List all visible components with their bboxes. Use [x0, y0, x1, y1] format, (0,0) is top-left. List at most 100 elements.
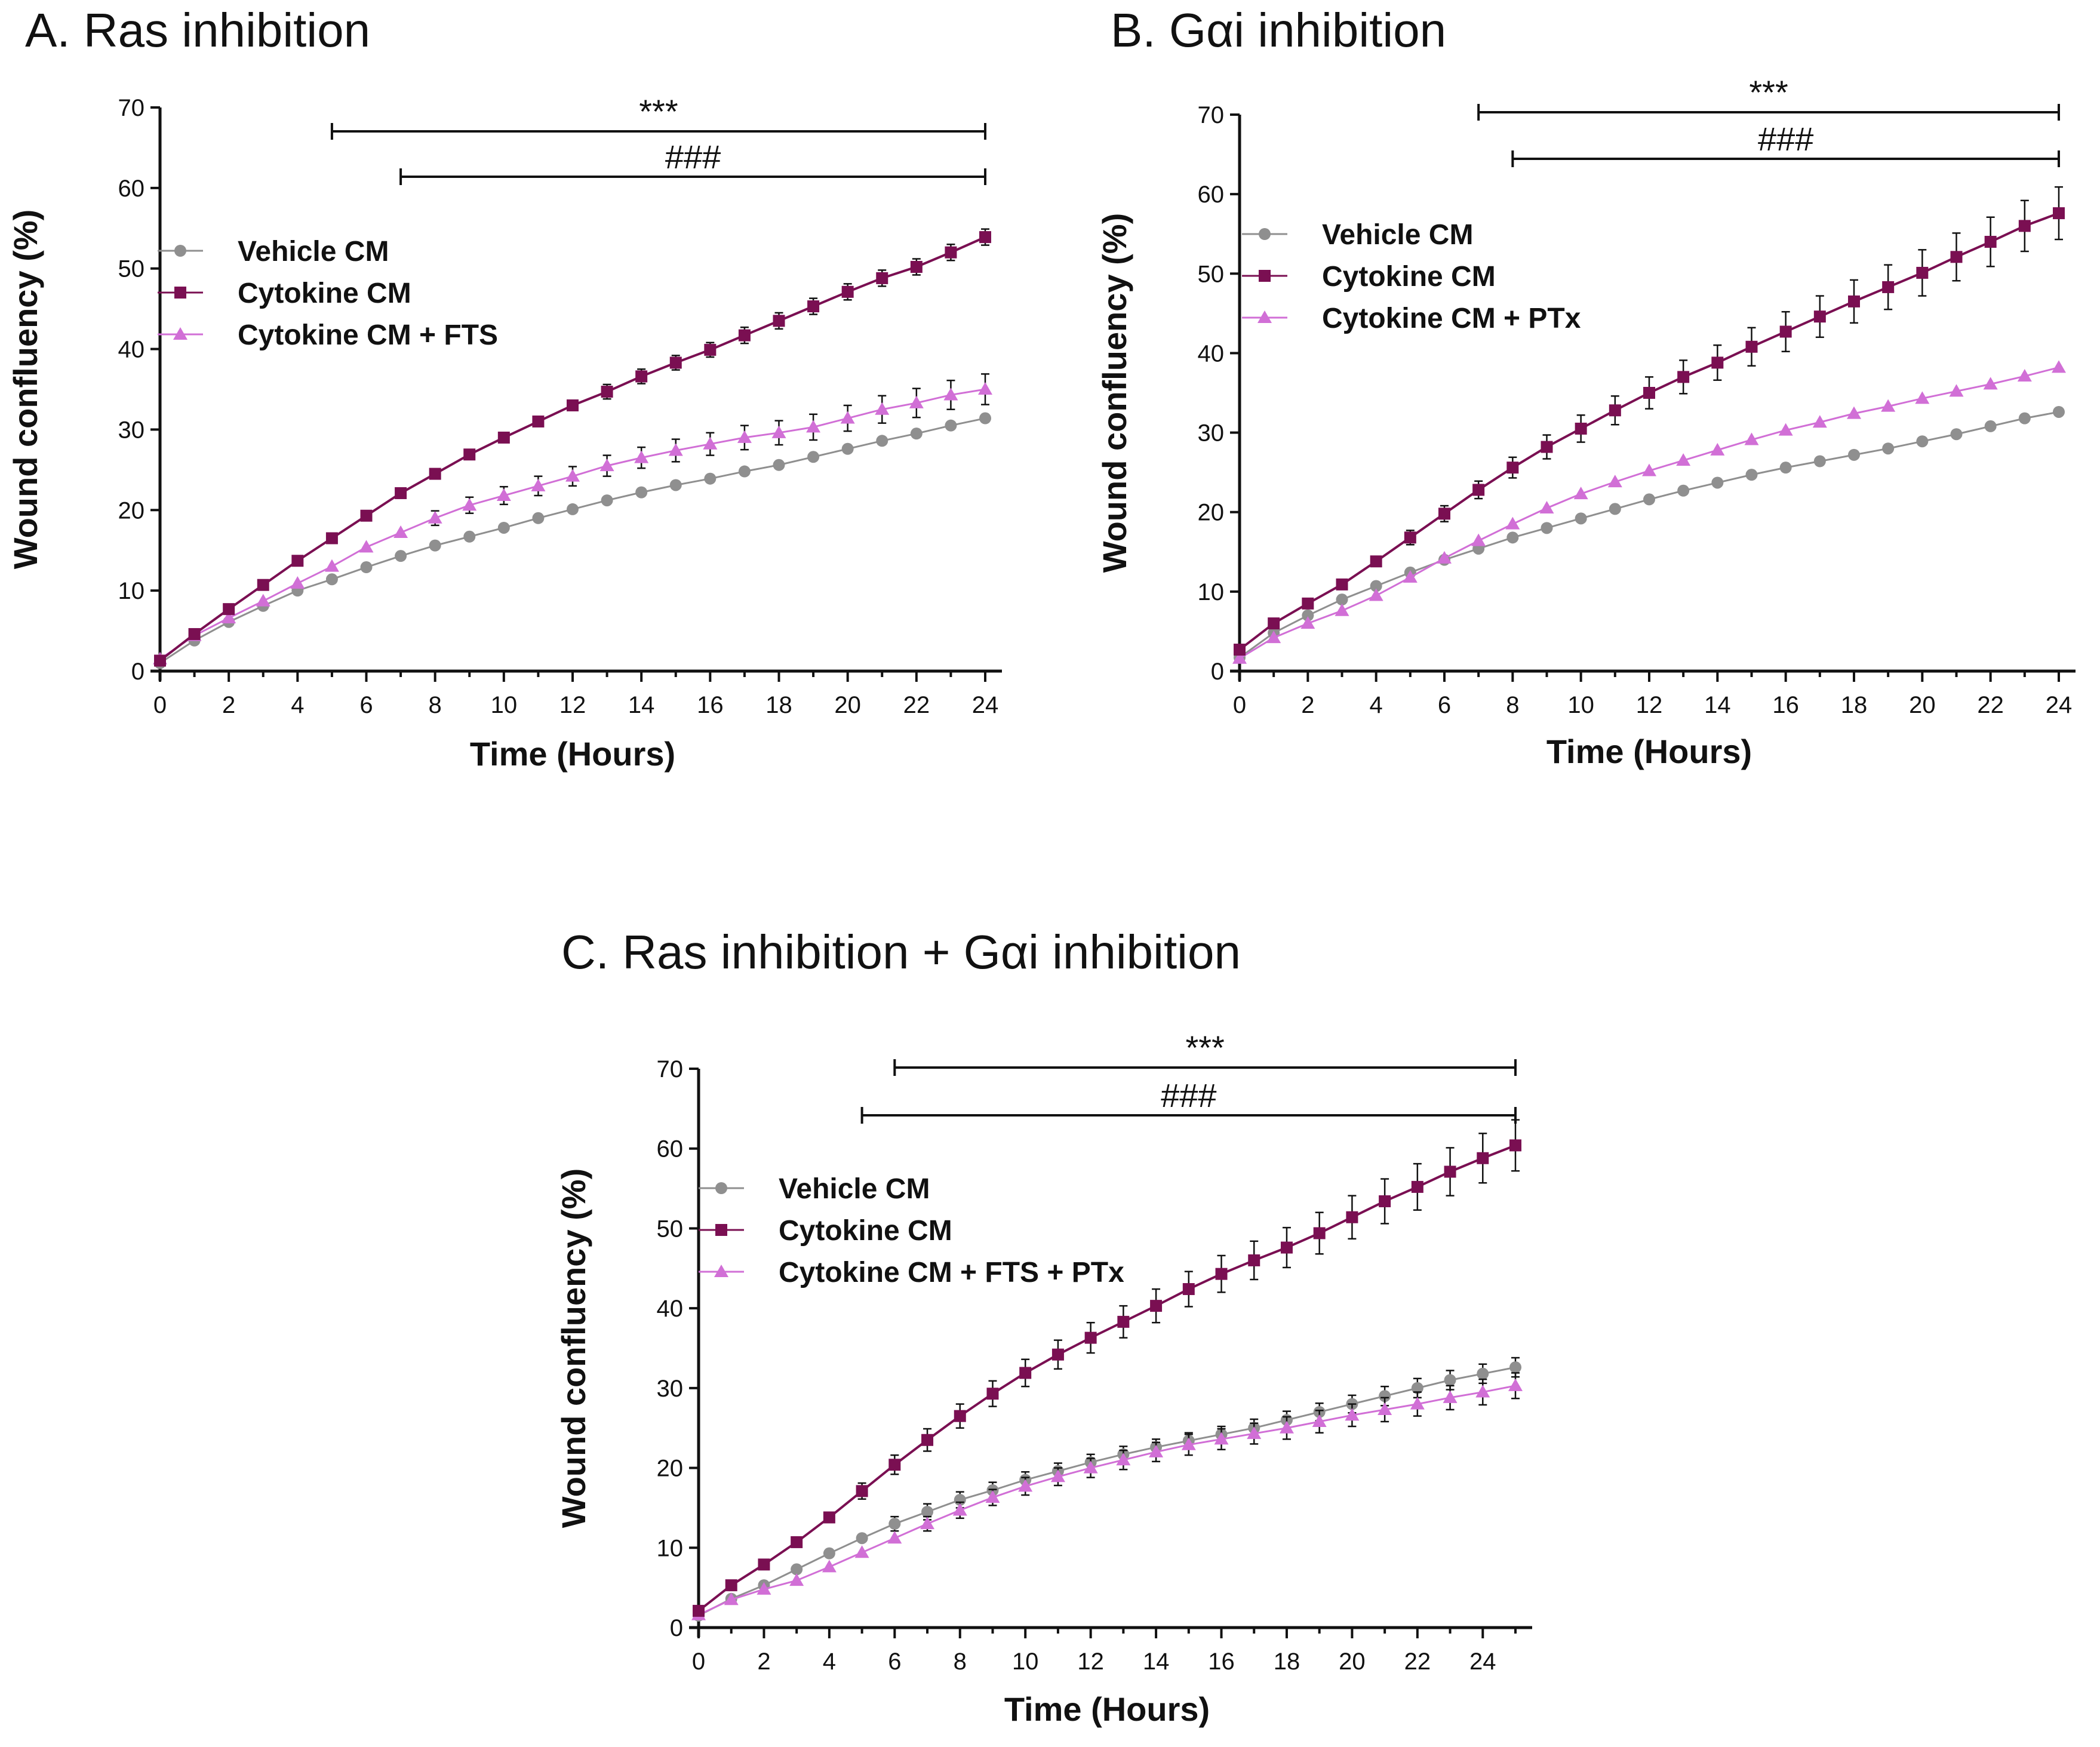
- data-point: [943, 387, 958, 401]
- data-point: [1232, 651, 1247, 664]
- y-tick-label: 0: [1211, 659, 1224, 685]
- data-point: [1813, 455, 1826, 467]
- data-point: [822, 1560, 837, 1573]
- data-point: [1300, 616, 1315, 629]
- legend-item: Cytokine CM + FTS: [158, 319, 498, 351]
- x-tick-label: 22: [1404, 1648, 1431, 1675]
- data-point: [1477, 1152, 1489, 1164]
- data-point: [601, 386, 613, 398]
- legend-marker: [1259, 270, 1271, 282]
- y-tick-label: 40: [1198, 340, 1225, 367]
- data-point: [876, 435, 888, 447]
- data-point: [1539, 501, 1554, 514]
- legend-marker: [715, 1182, 727, 1194]
- x-tick-label: 6: [1438, 692, 1451, 718]
- data-point: [1437, 550, 1452, 564]
- data-point: [1711, 356, 1724, 369]
- data-point: [1882, 281, 1895, 293]
- y-tick-label: 0: [131, 659, 144, 685]
- legend: Vehicle CM Cytokine CM Cytokine CM + FTS +…: [699, 1173, 1124, 1288]
- data-point: [1812, 415, 1827, 428]
- y-tick-label: 10: [118, 578, 145, 604]
- data-point: [497, 431, 510, 444]
- data-point: [1370, 580, 1382, 592]
- significance-label: ###: [1161, 1077, 1216, 1114]
- x-tick-label: 16: [697, 692, 724, 718]
- data-point: [875, 402, 890, 415]
- data-point: [854, 1545, 869, 1558]
- series-treated: [691, 1372, 1523, 1620]
- data-point: [222, 610, 236, 623]
- data-point: [704, 343, 717, 356]
- x-tick-label: 20: [834, 692, 861, 718]
- data-point: [1150, 1300, 1163, 1312]
- data-point: [1984, 420, 1997, 432]
- data-point: [1116, 1453, 1131, 1466]
- data-point: [2018, 220, 2031, 232]
- data-point: [1117, 1315, 1130, 1328]
- x-tick-label: 8: [429, 692, 442, 718]
- y-tick-label: 0: [670, 1615, 683, 1641]
- data-point: [1472, 484, 1485, 496]
- data-point: [758, 1558, 770, 1571]
- x-tick-label: 12: [559, 692, 586, 718]
- data-point: [1336, 578, 1348, 590]
- legend-label: Cytokine CM: [1322, 261, 1496, 293]
- data-point: [757, 1582, 771, 1595]
- data-point: [1379, 1390, 1391, 1402]
- data-point: [738, 329, 751, 342]
- data-point: [704, 472, 717, 485]
- data-point: [823, 1547, 835, 1560]
- data-point: [1541, 441, 1553, 453]
- data-point: [532, 512, 545, 524]
- legend-marker: [1257, 310, 1272, 323]
- legend-label: Cytokine CM + FTS: [238, 319, 498, 351]
- data-point: [1215, 1268, 1228, 1280]
- legend: Vehicle CM Cytokine CM Cytokine CM + FTS: [158, 236, 498, 351]
- data-point: [1573, 487, 1588, 500]
- x-tick-label: 4: [823, 1648, 836, 1675]
- y-tick-label: 50: [1198, 261, 1225, 287]
- data-point: [1444, 1165, 1456, 1178]
- x-axis-title: Time (Hours): [1546, 733, 1752, 770]
- data-point: [724, 1592, 739, 1605]
- data-point: [1149, 1444, 1164, 1457]
- data-point: [1779, 462, 1792, 474]
- data-point: [791, 1536, 803, 1548]
- data-point: [429, 539, 441, 552]
- x-axis-title: Time (Hours): [470, 735, 675, 773]
- legend-item: Cytokine CM: [699, 1215, 952, 1247]
- data-point: [841, 442, 854, 455]
- data-point: [531, 478, 546, 491]
- data-point: [429, 467, 441, 480]
- x-tick-label: 16: [1208, 1648, 1235, 1675]
- x-tick-label: 22: [903, 692, 930, 718]
- significance-label: ***: [639, 93, 678, 130]
- data-point: [1677, 484, 1690, 497]
- x-tick-label: 24: [972, 692, 999, 718]
- data-point: [1848, 295, 1860, 307]
- data-point: [635, 370, 648, 383]
- x-tick-label: 0: [692, 1648, 705, 1675]
- series-line: [1239, 366, 2059, 659]
- legend-label: Vehicle CM: [238, 236, 389, 267]
- data-point: [1813, 310, 1826, 323]
- y-tick-label: 30: [118, 417, 145, 443]
- data-point: [986, 1388, 999, 1400]
- data-point: [1744, 432, 1759, 445]
- legend-marker: [714, 1265, 728, 1277]
- data-point: [1711, 476, 1724, 489]
- data-point: [1575, 512, 1587, 525]
- data-point: [1710, 442, 1725, 456]
- x-tick-label: 18: [1274, 1648, 1300, 1675]
- data-point: [1336, 593, 1348, 606]
- data-point: [703, 436, 718, 450]
- data-point: [954, 1410, 966, 1422]
- data-point: [1915, 391, 1930, 404]
- data-point: [920, 1517, 935, 1530]
- data-point: [738, 465, 751, 478]
- data-point: [669, 356, 682, 369]
- data-point: [1950, 428, 1963, 441]
- data-point: [856, 1485, 868, 1497]
- x-tick-label: 6: [888, 1648, 901, 1675]
